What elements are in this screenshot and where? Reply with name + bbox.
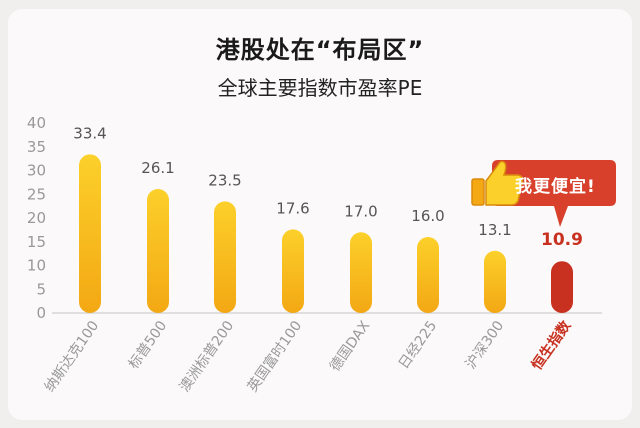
chart-card bbox=[8, 9, 632, 420]
y-tick-label: 35 bbox=[27, 138, 46, 156]
y-tick-label: 25 bbox=[27, 185, 46, 203]
y-tick-label: 0 bbox=[36, 304, 46, 322]
data-label: 10.9 bbox=[541, 230, 583, 250]
x-tick-label: 德国DAX bbox=[327, 318, 373, 375]
data-label: 23.5 bbox=[208, 171, 241, 189]
y-tick-label: 20 bbox=[27, 209, 46, 227]
chart-title: 港股处在“布局区” bbox=[215, 36, 425, 64]
thumbs-up-icon bbox=[471, 160, 524, 206]
chart-subtitle: 全球主要指数市盈率PE bbox=[217, 76, 423, 100]
x-tick-label: 恒生指数 bbox=[528, 317, 575, 373]
bar bbox=[350, 232, 372, 313]
bar bbox=[147, 189, 169, 313]
bar bbox=[214, 201, 236, 313]
data-label: 17.6 bbox=[276, 199, 309, 217]
x-tick-label: 标普500 bbox=[126, 318, 171, 372]
y-tick-label: 10 bbox=[27, 257, 46, 275]
y-tick-label: 5 bbox=[36, 280, 46, 298]
y-tick-label: 15 bbox=[27, 233, 46, 251]
data-label: 33.4 bbox=[73, 124, 106, 142]
bar bbox=[484, 250, 506, 313]
data-label: 13.1 bbox=[478, 221, 511, 239]
callout-bubble bbox=[471, 160, 616, 227]
data-label: 17.0 bbox=[344, 202, 377, 220]
x-tick-label: 澳洲标普200 bbox=[177, 318, 238, 395]
x-tick-label: 日经225 bbox=[396, 318, 441, 372]
x-tick-label: 英国富时100 bbox=[244, 318, 305, 396]
callout-text: 我更便宜! bbox=[515, 177, 596, 197]
x-tick-label: 纳斯达克100 bbox=[42, 318, 103, 395]
bar bbox=[79, 154, 101, 313]
bar bbox=[282, 229, 304, 313]
data-label: 16.0 bbox=[411, 207, 444, 225]
bar bbox=[417, 237, 439, 313]
y-tick-label: 40 bbox=[27, 114, 46, 132]
data-label: 26.1 bbox=[141, 159, 174, 177]
bar bbox=[551, 261, 573, 313]
y-tick-label: 30 bbox=[27, 162, 46, 180]
x-tick-label: 沪深300 bbox=[463, 318, 508, 372]
